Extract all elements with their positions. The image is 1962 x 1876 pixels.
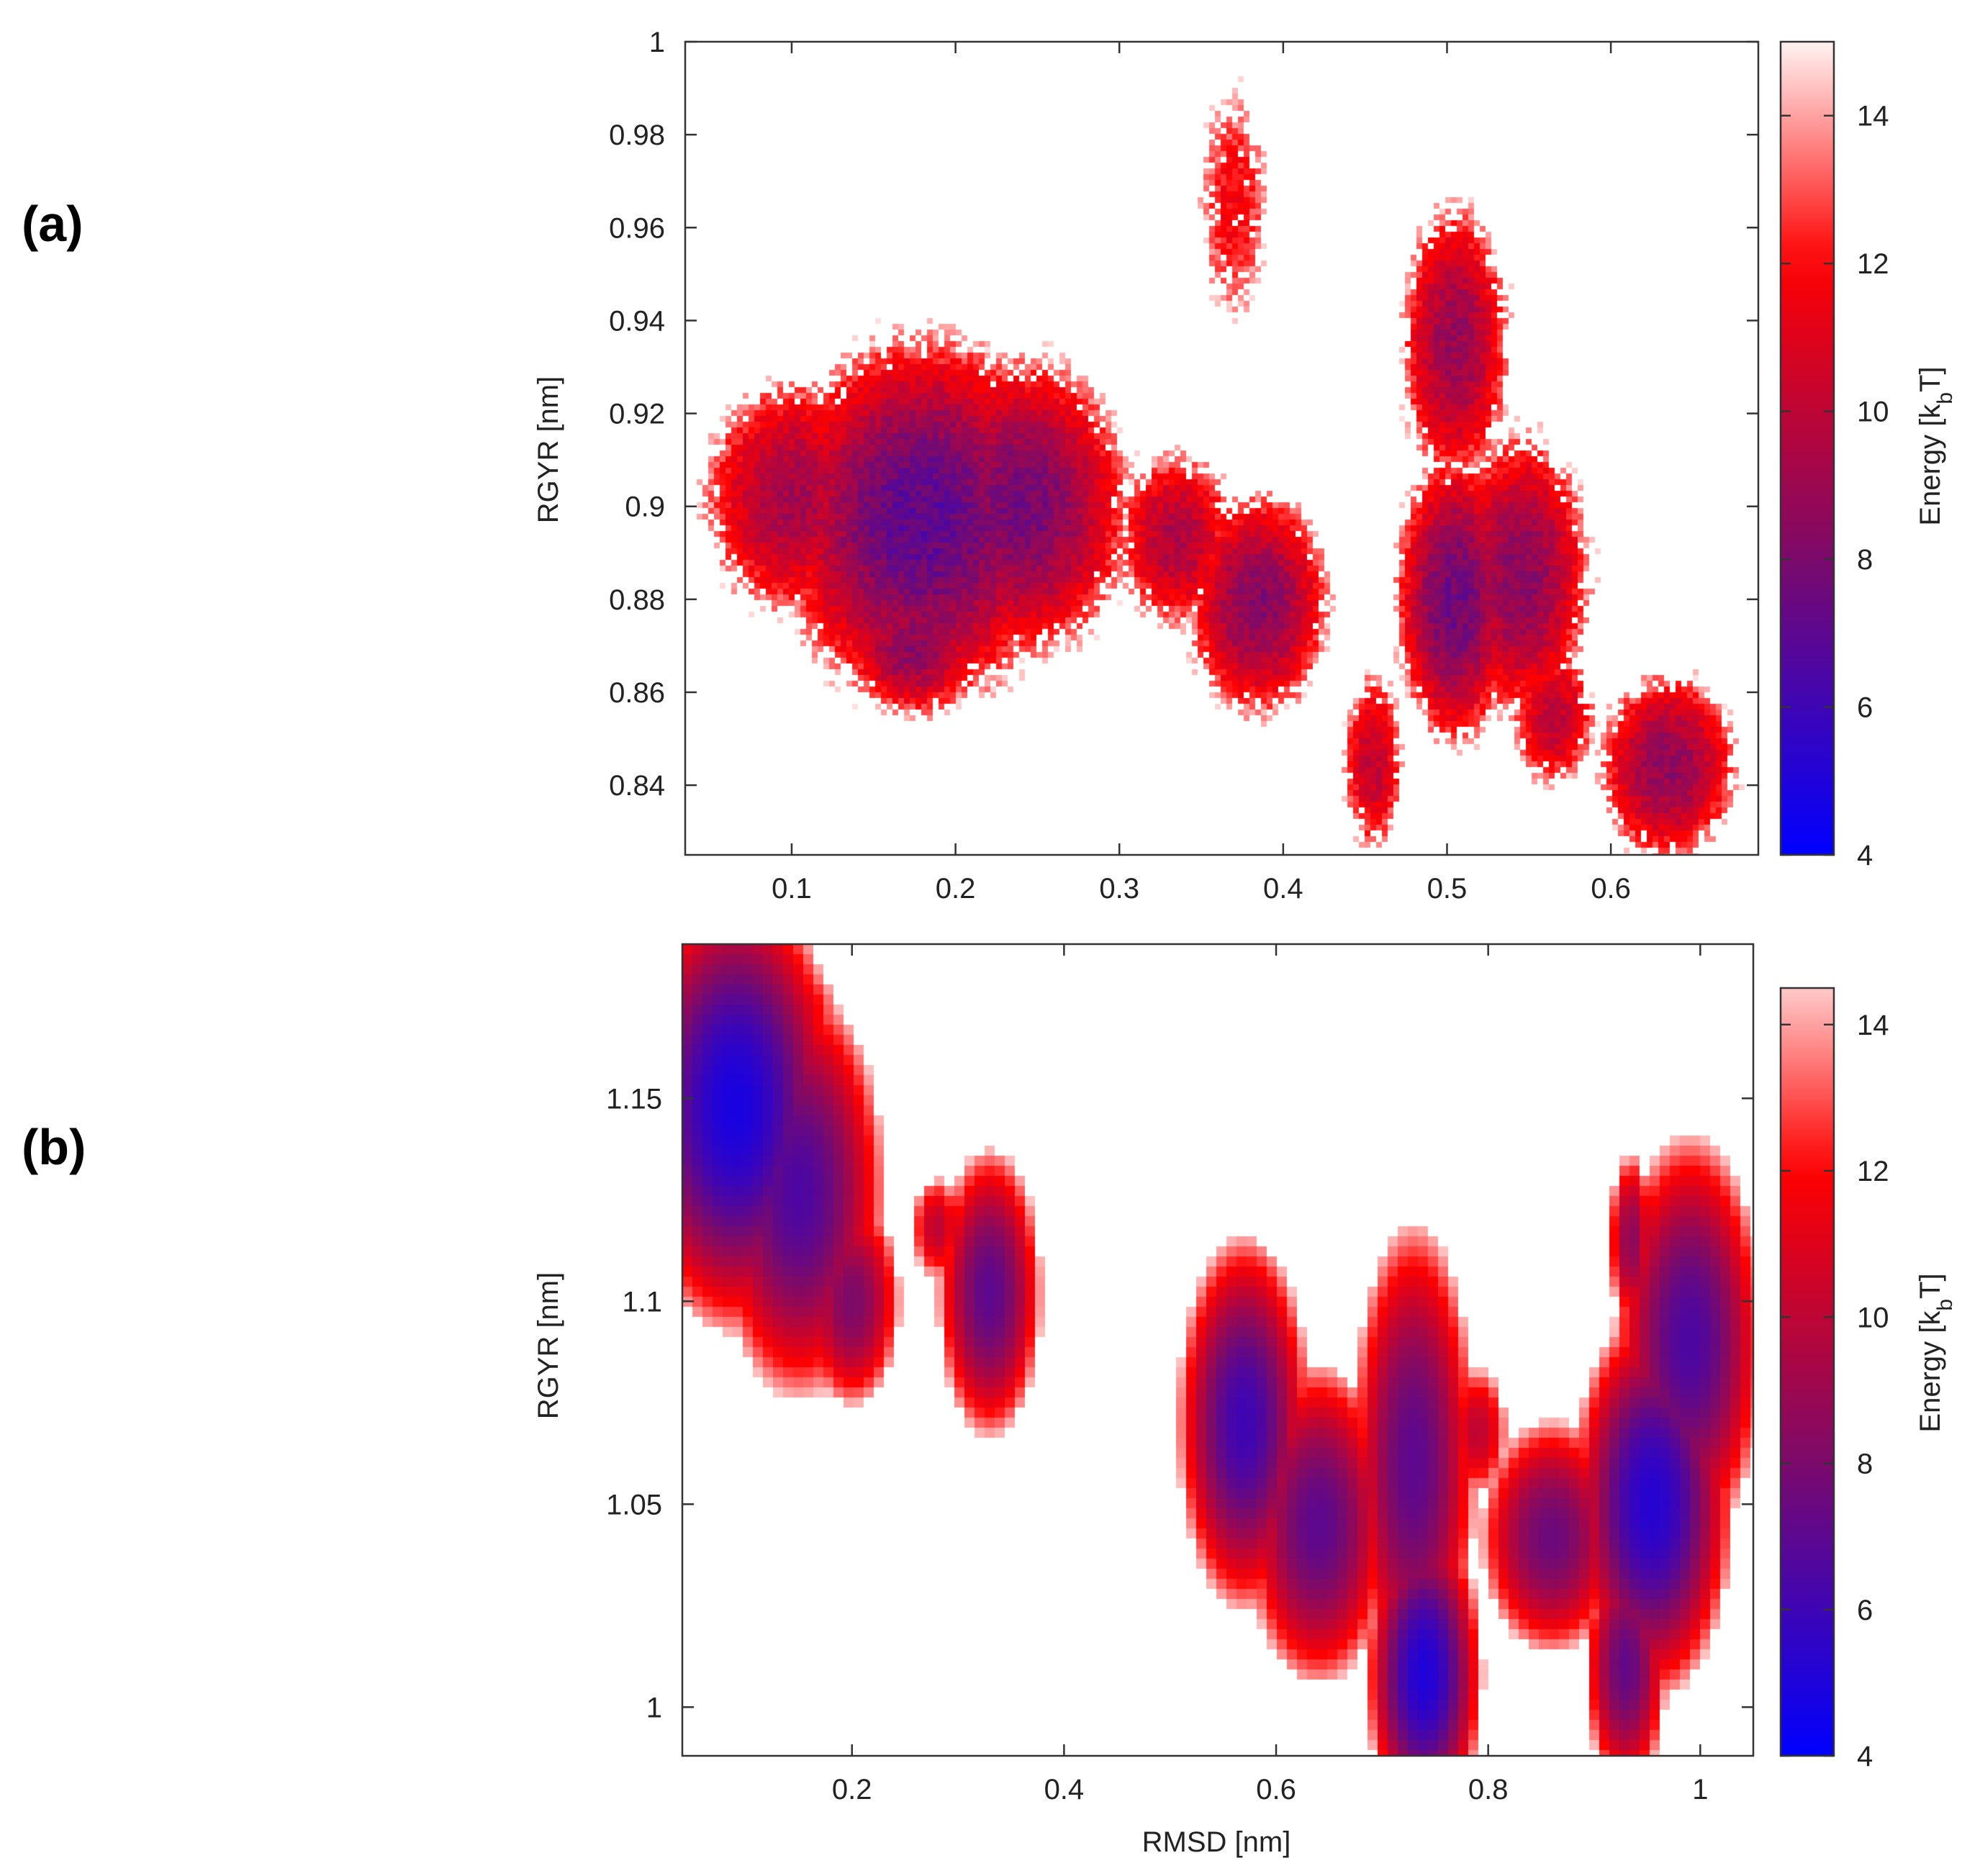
x-tick-label: 0.6 [1256,1774,1296,1805]
panel-a-heatmap [685,42,1758,855]
x-tick-label: 0.2 [936,873,976,905]
y-tick-label: 0.96 [609,212,665,244]
colorbar-tick-label: 14 [1857,1010,1889,1041]
panel-b-y-axis-label: RGYR [nm] [533,1272,564,1419]
colorbar-gradient [1779,987,1835,1757]
panel-b-heatmap-image [682,944,1753,1756]
panel-b: (b) 0.2 0.4 0.6 0.8 111.051.11.15 RGYR [nm] … [22,943,1957,1858]
panel-b-x-axis-label: RMSD [nm] [1142,1826,1291,1858]
x-tick-label: 0.3 [1099,873,1139,905]
y-tick-label: 0.94 [609,305,665,337]
colorbar-tick-label: 8 [1857,544,1873,576]
colorbar-tick-label: 14 [1857,101,1889,132]
colorbar-gradient [1779,40,1835,856]
y-tick-label: 0.98 [609,119,665,151]
plot-frame [681,943,1755,1757]
colorbar-tick-label: 10 [1857,1302,1889,1333]
colorbar-tick-label: 4 [1857,1741,1873,1772]
panel-a-heatmap-image [685,42,1758,855]
colorbar-tick-label: 6 [1857,692,1873,724]
colorbar-tick-label: 12 [1857,248,1889,280]
y-tick-label: 0.84 [609,770,665,802]
x-tick-label: 0.2 [832,1774,872,1805]
y-tick-label: 1.05 [606,1489,662,1521]
x-tick-label: 0.4 [1263,873,1303,905]
x-tick-label: 0.4 [1044,1774,1085,1805]
panel-b-axes: 0.2 0.4 0.6 0.8 1 1 1.05 1.1 1.15 [606,943,1755,1805]
panel-b-label: (b) [22,1119,86,1175]
y-tick-label: 1 [649,27,665,58]
panel-a-label: (a) [22,196,83,252]
colorbar-tick-label: 8 [1857,1449,1873,1480]
x-tick-label: 0.1 [772,873,812,905]
y-tick-label: 1.15 [606,1083,662,1115]
panel-a-axes: 0.1 0.2 0.3 0.4 0.5 0.6 0.84 0.86 0.88 0.9 0.92 0.9… [609,27,1760,905]
panel-b-colorbar-label: Energy [kbT] [1914,1273,1957,1432]
panel-a: (a) 0.1 0.2 0.3 0.4 0.5 0.6 0.84 0.86 0.88 0.9 0.9… [22,27,1957,905]
y-tick-label: 1 [646,1692,662,1723]
colorbar-tick-label: 6 [1857,1595,1873,1626]
y-tick-label: 0.9 [625,491,665,523]
panel-a-colorbar: 4 6 8 10 12 14 [1779,40,1889,871]
panel-b-colorbar: 4 6 8 10 12 14 [1779,987,1889,1772]
colorbar-tick-label: 4 [1857,840,1873,871]
x-tick-label: 1 [1692,1774,1708,1805]
y-tick-label: 0.92 [609,399,665,430]
panel-a-colorbar-label: Energy [kbT] [1914,366,1957,525]
colorbar-tick-label: 10 [1857,397,1889,428]
panel-a-y-axis-label: RGYR [nm] [533,376,564,523]
y-tick-label: 0.88 [609,584,665,616]
x-tick-label: 0.6 [1591,873,1631,905]
panel-b-heatmap [682,944,1753,1756]
y-tick-label: 1.1 [622,1286,662,1318]
y-tick-label: 0.86 [609,677,665,709]
x-tick-label: 0.5 [1427,873,1468,905]
x-tick-label: 0.8 [1468,1774,1509,1805]
colorbar-tick-label: 12 [1857,1156,1889,1187]
plot-frame [684,40,1760,856]
